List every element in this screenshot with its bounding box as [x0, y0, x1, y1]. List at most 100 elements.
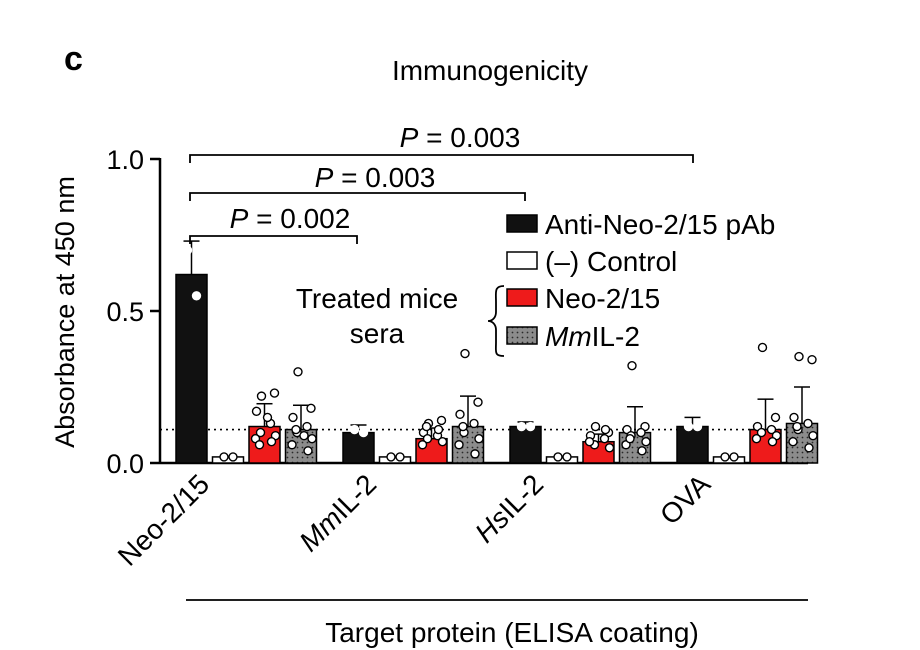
data-point: [299, 430, 309, 441]
data-point: [641, 437, 651, 447]
x-axis-label: Target protein (ELISA coating): [325, 617, 699, 648]
data-point: [228, 452, 238, 462]
data-point: [770, 412, 781, 423]
x-tick-label: HsIL-2: [469, 468, 549, 548]
data-point: [306, 403, 316, 413]
data-point: [395, 452, 405, 462]
data-point: [349, 424, 360, 435]
data-point: [358, 427, 369, 438]
data-point: [455, 409, 465, 420]
bar: [342, 431, 375, 464]
data-point: [604, 443, 615, 453]
data-point: [683, 421, 694, 432]
chart-title: Immunogenicity: [392, 55, 588, 86]
data-point: [756, 427, 767, 438]
data-point: [182, 245, 193, 255]
data-point: [219, 452, 229, 462]
data-point: [191, 291, 202, 301]
data-point: [470, 449, 480, 459]
legend-group-brace: [487, 285, 505, 357]
data-point: [553, 452, 563, 462]
data-point: [807, 354, 817, 365]
data-point: [590, 421, 601, 432]
data-point: [525, 421, 536, 432]
legend-entry: (–) Control: [545, 246, 677, 277]
data-point: [767, 437, 778, 447]
data-point: [436, 415, 447, 426]
significance-bracket: [189, 192, 526, 201]
x-tick-label: Neo-2/15: [112, 468, 215, 571]
data-point: [417, 440, 428, 450]
data-point: [808, 430, 818, 441]
bar: [676, 425, 709, 464]
data-point: [386, 452, 396, 462]
significance-bracket: [189, 154, 694, 163]
data-point: [757, 342, 768, 353]
significance-bracket: [189, 235, 358, 244]
y-tick-label: 0.0: [106, 449, 144, 479]
data-point: [720, 452, 730, 462]
y-tick-label: 0.5: [106, 297, 144, 327]
data-point: [625, 433, 635, 444]
data-point: [302, 421, 312, 432]
data-point: [692, 421, 703, 432]
data-point: [458, 421, 468, 432]
data-point: [804, 443, 814, 453]
data-point: [729, 452, 739, 462]
data-point: [794, 351, 804, 362]
x-tick-label: MmIL-2: [293, 468, 382, 557]
legend-swatch: [506, 214, 538, 233]
panel-label: c: [64, 40, 83, 78]
p-value-label: P = 0.002: [230, 203, 351, 234]
bar: [175, 273, 208, 464]
legend-entry: MmIL-2: [545, 321, 640, 352]
data-point: [789, 412, 799, 423]
data-point: [437, 437, 448, 447]
legend-swatch: [506, 326, 538, 345]
data-point: [303, 446, 313, 456]
data-point: [766, 424, 777, 435]
data-point: [291, 424, 301, 435]
data-point: [251, 406, 262, 417]
legend-swatch: [506, 251, 538, 270]
y-axis-label: Absorbance at 450 nm: [50, 176, 80, 448]
data-point: [751, 433, 762, 444]
data-point: [792, 421, 802, 432]
x-tick-label: OVA: [654, 468, 716, 530]
data-point: [266, 437, 277, 447]
data-point: [562, 452, 572, 462]
data-point: [516, 421, 527, 432]
data-point: [255, 427, 266, 438]
data-point: [584, 437, 595, 447]
legend-entry: Neo-2/15: [545, 283, 660, 314]
data-point: [307, 433, 317, 444]
data-point: [422, 433, 433, 444]
data-point: [473, 397, 483, 407]
data-point: [454, 440, 464, 450]
legend-entry: Anti-Neo-2/15 pAb: [545, 209, 775, 240]
p-value-label: P = 0.003: [315, 162, 436, 193]
data-point: [636, 427, 646, 438]
data-point: [254, 440, 265, 450]
data-point: [269, 388, 280, 398]
data-point: [288, 412, 298, 423]
data-point: [599, 433, 610, 444]
data-point: [256, 391, 267, 401]
legend-group-label: Treated mice: [296, 283, 458, 314]
data-point: [293, 367, 303, 377]
data-point: [600, 424, 611, 435]
legend-group-label: sera: [350, 318, 405, 349]
data-point: [433, 424, 444, 435]
data-point: [421, 421, 432, 432]
data-point: [627, 361, 637, 371]
data-point: [469, 418, 479, 429]
data-point: [803, 418, 813, 429]
data-point: [262, 412, 273, 423]
bar: [509, 425, 542, 464]
data-point: [788, 437, 798, 447]
data-point: [637, 446, 647, 456]
data-point: [460, 348, 470, 359]
p-value-label: P = 0.003: [400, 122, 521, 153]
data-point: [287, 440, 297, 450]
